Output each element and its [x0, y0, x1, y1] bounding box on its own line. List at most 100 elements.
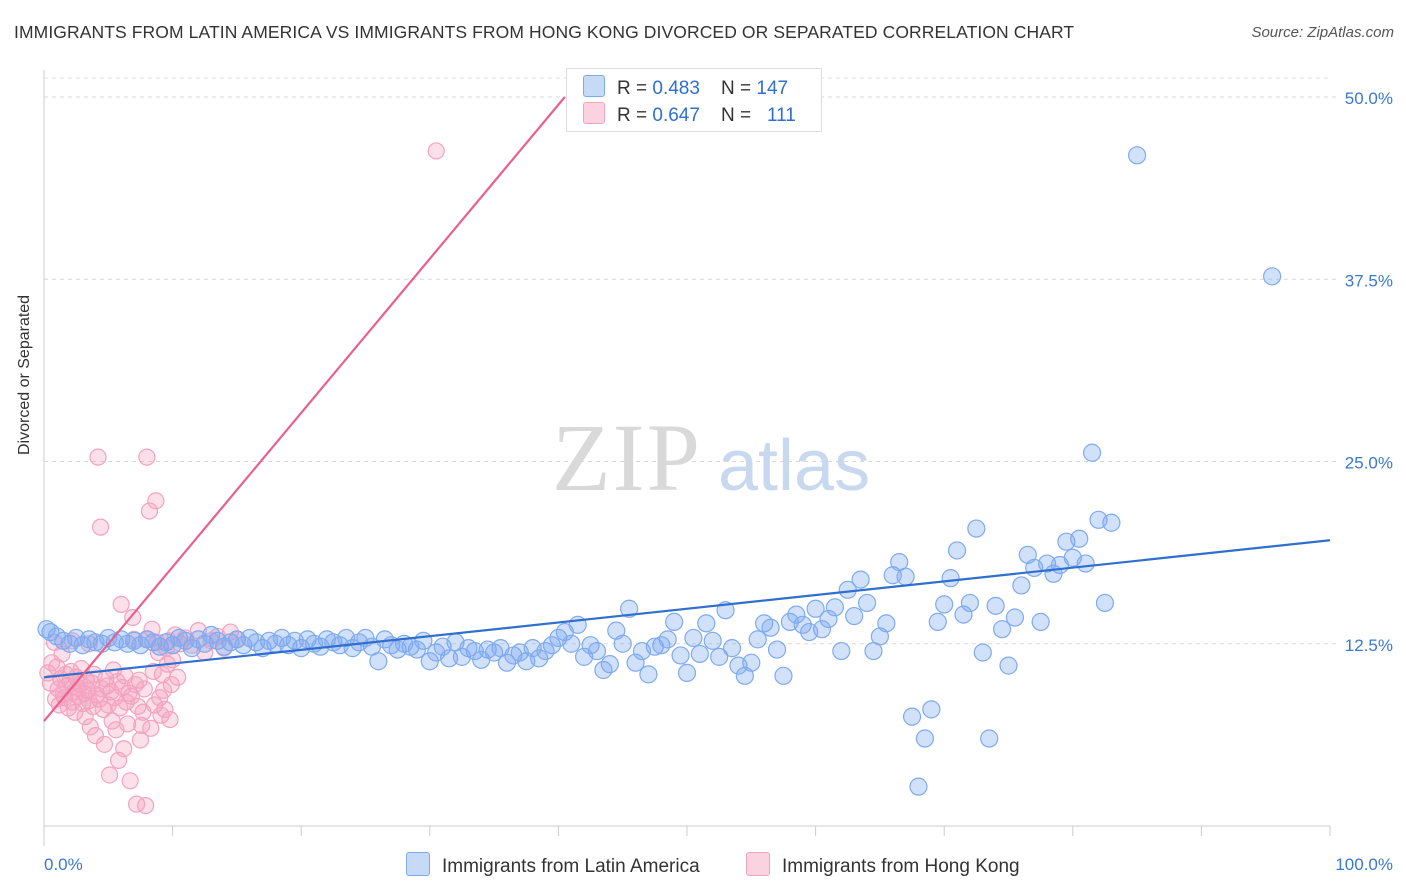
point-latin-america: [530, 649, 549, 668]
point-latin-america: [812, 620, 832, 639]
point-hong-kong: [143, 620, 161, 638]
point-hong-kong: [131, 731, 150, 749]
point-latin-america: [703, 631, 722, 650]
point-hong-kong: [156, 700, 174, 718]
point-latin-america: [600, 655, 619, 674]
legend-n-label: N =: [721, 78, 757, 99]
y-tick-label: 37.5%: [1345, 271, 1393, 290]
point-latin-america: [710, 647, 729, 666]
legend-r-value: 0.647: [652, 105, 700, 126]
watermark-atlas: atlas: [718, 426, 870, 506]
point-latin-america: [877, 614, 896, 633]
point-latin-america: [935, 595, 954, 614]
latin-america-points: [37, 146, 1282, 796]
x-tick-label: 0.0%: [44, 855, 83, 874]
point-latin-america: [980, 729, 999, 748]
trend-lines: [43, 96, 1331, 722]
point-latin-america: [922, 700, 941, 719]
point-latin-america: [684, 628, 703, 648]
point-latin-america: [909, 777, 928, 796]
point-latin-america: [845, 606, 864, 626]
point-latin-america: [992, 620, 1012, 639]
watermark-zip: ZIP: [552, 404, 702, 511]
point-latin-america: [626, 653, 645, 672]
hong-kong-points: [39, 142, 445, 815]
point-latin-america: [620, 599, 639, 618]
point-latin-america: [1005, 608, 1025, 627]
point-latin-america: [690, 644, 709, 664]
point-hong-kong: [118, 715, 137, 733]
point-latin-america: [986, 596, 1005, 615]
x-tick-label: 100.0%: [1335, 855, 1393, 874]
legend-row-latin-america: R = 0.483 N = 147: [583, 75, 789, 99]
y-tick-label: 50.0%: [1345, 89, 1393, 108]
point-hong-kong: [95, 735, 114, 753]
point-hong-kong: [138, 448, 156, 466]
point-hong-kong: [136, 796, 155, 815]
point-latin-america: [748, 630, 767, 649]
point-hong-kong: [81, 718, 99, 736]
trend-line-hong-kong: [43, 96, 566, 722]
tick-labels: 12.5% 25.0% 37.5% 50.0% 0.0% 100.0%: [44, 89, 1393, 874]
point-latin-america: [1263, 267, 1282, 286]
point-latin-america: [1070, 529, 1089, 548]
point-latin-america: [902, 707, 922, 726]
point-latin-america: [613, 634, 632, 653]
point-latin-america: [1082, 443, 1102, 462]
point-latin-america: [542, 636, 562, 655]
point-hong-kong: [147, 492, 165, 510]
point-latin-america: [806, 599, 825, 618]
point-hong-kong: [140, 502, 159, 520]
y-tick-label: 12.5%: [1345, 636, 1393, 655]
point-hong-kong: [100, 766, 119, 784]
bottom-legend-label: Immigrants from Latin America: [442, 856, 700, 877]
y-tick-label: 25.0%: [1345, 454, 1393, 473]
point-hong-kong: [115, 740, 133, 758]
chart-title: IMMIGRANTS FROM LATIN AMERICA VS IMMIGRA…: [14, 22, 1075, 42]
point-latin-america: [999, 656, 1018, 675]
point-latin-america: [928, 612, 947, 631]
bottom-legend-swatch-latin-america: [406, 852, 430, 876]
point-hong-kong: [427, 142, 445, 160]
point-latin-america: [665, 612, 684, 631]
y-axis-label: Divorced or Separated: [16, 294, 33, 455]
point-latin-america: [825, 598, 844, 617]
point-latin-america: [671, 646, 690, 665]
point-latin-america: [819, 609, 838, 629]
point-hong-kong: [142, 719, 160, 737]
point-latin-america: [941, 569, 960, 588]
point-hong-kong: [91, 518, 110, 536]
point-latin-america: [1127, 146, 1147, 165]
point-latin-america: [761, 618, 780, 637]
point-hong-kong: [130, 671, 148, 689]
point-latin-america: [497, 653, 517, 672]
point-latin-america: [954, 605, 973, 624]
point-hong-kong: [86, 727, 105, 745]
point-latin-america: [639, 665, 658, 684]
point-hong-kong: [120, 684, 138, 702]
point-hong-kong: [89, 448, 107, 466]
point-latin-america: [1095, 593, 1115, 613]
point-latin-america: [960, 593, 980, 613]
legend-r-label: R =: [617, 105, 653, 126]
point-hong-kong: [161, 710, 179, 729]
point-latin-america: [793, 615, 812, 634]
bottom-legend-latin-america: Immigrants from Latin America: [406, 852, 700, 878]
point-latin-america: [767, 640, 787, 659]
point-latin-america: [697, 614, 716, 633]
trend-line-latin-america: [43, 539, 1331, 679]
point-latin-america: [1031, 612, 1050, 631]
point-latin-america: [787, 605, 806, 624]
point-hong-kong: [169, 668, 187, 686]
bottom-legend-hong-kong: Immigrants from Hong Kong: [746, 852, 1020, 878]
point-latin-america: [742, 653, 761, 672]
legend-swatch-latin-america: [583, 75, 605, 97]
axes: [43, 70, 1331, 846]
point-latin-america: [722, 639, 742, 658]
point-hong-kong: [112, 595, 130, 613]
legend-n-value: 147: [756, 78, 789, 99]
point-latin-america: [832, 641, 851, 661]
stats-legend: R = 0.483 N = 147 R = 0.647 N = 111: [566, 68, 822, 132]
point-latin-america: [857, 593, 877, 613]
